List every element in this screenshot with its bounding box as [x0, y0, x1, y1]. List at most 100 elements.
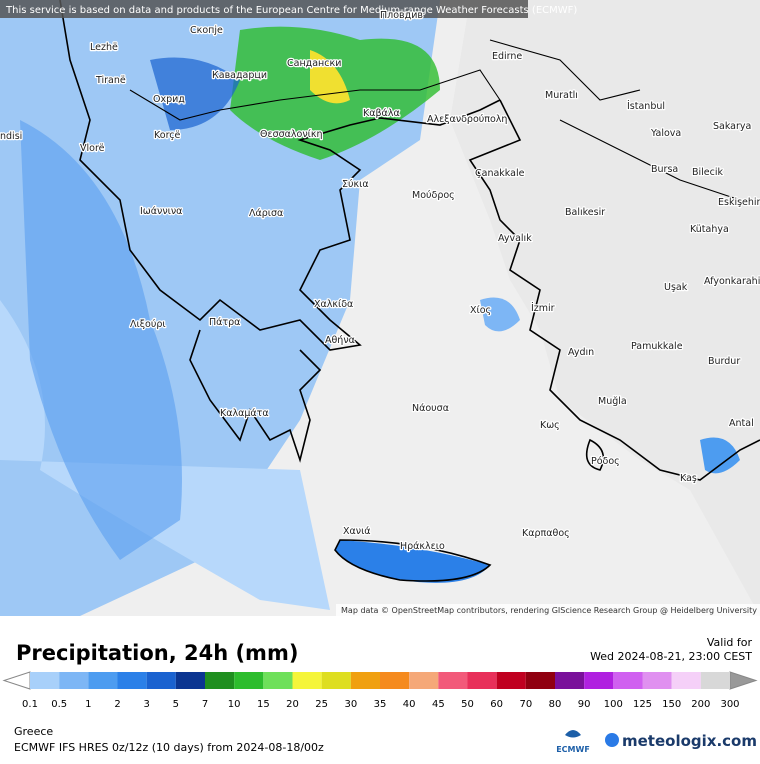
- city-label: Ιωάννινα: [140, 206, 182, 217]
- city-label: İzmir: [531, 303, 555, 314]
- colorbar-segment: [671, 672, 701, 689]
- colorbar-tick-label: 2: [114, 699, 120, 710]
- map-attribution: Map data © OpenStreetMap contributors, r…: [341, 606, 757, 615]
- city-label: Καβάλα: [363, 108, 400, 119]
- ecmwf-logo: [565, 730, 581, 738]
- legend: Precipitation, 24h (mm) Valid for Wed 20…: [2, 636, 758, 710]
- colorbar-tick-label: 5: [173, 699, 179, 710]
- colorbar-tick-label: 70: [519, 699, 532, 710]
- city-label: Afyonkarahi: [704, 276, 760, 287]
- city-label: Χαλκίδα: [314, 299, 353, 310]
- city-label: Çanakkale: [475, 168, 525, 179]
- city-label: Μούδρος: [412, 190, 455, 201]
- city-label: Kütahya: [690, 224, 729, 235]
- colorbar-segment: [584, 672, 614, 689]
- colorbar-segment: [146, 672, 176, 689]
- colorbar-tick-label: 20: [286, 699, 299, 710]
- city-label: Burdur: [708, 356, 740, 367]
- city-label: Lezhë: [90, 42, 118, 53]
- city-label: Λάρισα: [249, 208, 283, 219]
- colorbar-tick-label: 40: [403, 699, 416, 710]
- city-label: Antal: [729, 418, 754, 429]
- city-label: Κως: [540, 420, 560, 431]
- colorbar-tick-label: 3: [143, 699, 149, 710]
- city-label: Vlorë: [80, 143, 105, 154]
- city-label: Λιξούρι: [130, 319, 166, 330]
- city-label: Aydın: [568, 347, 594, 358]
- colorbar-high-arrow: [729, 671, 758, 690]
- city-label: Νάουσα: [412, 403, 449, 414]
- city-label: Скопје: [190, 25, 223, 36]
- city-label: Eskişehir: [718, 197, 760, 208]
- colorbar-segment: [613, 672, 643, 689]
- colorbar-segment: [59, 672, 89, 689]
- city-label: Καρπαθος: [522, 528, 570, 539]
- colorbar-segment: [642, 672, 672, 689]
- colorbar-segment: [380, 672, 410, 689]
- valid-label: Valid for: [707, 636, 753, 649]
- city-label: ndisi: [0, 131, 22, 142]
- colorbar-tick-label: 300: [720, 699, 739, 710]
- colorbar-tick-label: 60: [490, 699, 503, 710]
- colorbar-segment: [292, 672, 322, 689]
- meteologix-logo: [605, 733, 619, 747]
- colorbar-tick-label: 200: [691, 699, 710, 710]
- city-label: Сандански: [287, 58, 341, 69]
- colorbar: 0.1 0.5 1 2 3 5 7 10 15 20 25 30 35 40 45 50 60 70 80 90 100…: [2, 671, 758, 710]
- legend-title: Precipitation, 24h (mm): [16, 641, 298, 665]
- city-label: Yalova: [650, 128, 681, 139]
- colorbar-tick-label: 150: [662, 699, 681, 710]
- colorbar-tick-label: 10: [228, 699, 241, 710]
- colorbar-segment: [438, 672, 468, 689]
- city-label: Кавадарци: [212, 70, 267, 81]
- colorbar-segment: [555, 672, 585, 689]
- city-label: Ayvalık: [498, 233, 532, 244]
- city-label: Kaş: [680, 473, 697, 484]
- model-info: ECMWF IFS HRES 0z/12z (10 days) from 202…: [14, 741, 324, 754]
- colorbar-tick-label: 100: [604, 699, 623, 710]
- city-label: Αλεξανδρούπολη: [427, 114, 507, 125]
- colorbar-tick-label: 7: [202, 699, 208, 710]
- colorbar-segment: [175, 672, 205, 689]
- city-label: Tiranë: [95, 75, 126, 86]
- colorbar-tick-label: 35: [374, 699, 387, 710]
- city-label: Пловдив: [380, 10, 423, 21]
- city-label: Edirne: [492, 51, 522, 62]
- colorbar-tick-label: 90: [578, 699, 591, 710]
- valid-time: Wed 2024-08-21, 23:00 CEST: [590, 650, 752, 663]
- region: Greece: [14, 725, 53, 738]
- colorbar-segment: [263, 672, 293, 689]
- city-label: İstanbul: [627, 101, 665, 112]
- colorbar-tick-label: 1: [85, 699, 91, 710]
- colorbar-tick-label: 50: [461, 699, 474, 710]
- city-label: Muratlı: [545, 90, 578, 101]
- city-label: Bilecik: [692, 167, 724, 178]
- brand[interactable]: meteologix.com: [622, 732, 757, 750]
- colorbar-tick-label: 125: [633, 699, 652, 710]
- city-label: Pamukkale: [631, 341, 683, 352]
- colorbar-segment: [496, 672, 526, 689]
- colorbar-tick-label: 0.1: [22, 699, 38, 710]
- colorbar-tick-label: 0.5: [51, 699, 67, 710]
- city-labels: Lezhë Скопје Пловдив Tiranë Кавадарци Са…: [0, 9, 760, 554]
- ecmwf-notice: This service is based on data and produc…: [5, 5, 577, 16]
- colorbar-segment: [117, 672, 147, 689]
- city-label: Bursa: [651, 164, 678, 175]
- colorbar-segment: [205, 672, 235, 689]
- colorbar-tick-label: 25: [315, 699, 328, 710]
- colorbar-segment: [321, 672, 351, 689]
- colorbar-segment: [409, 672, 439, 689]
- city-label: Balıkesir: [565, 207, 605, 218]
- city-label: Ηράκλειο: [400, 541, 445, 552]
- city-label: Χανιά: [343, 526, 371, 537]
- city-label: Αθήνα: [325, 335, 355, 346]
- ecmwf-label: ECMWF: [556, 745, 590, 754]
- city-label: Πάτρα: [209, 317, 240, 328]
- colorbar-low-arrow: [2, 671, 31, 690]
- city-label: Охрид: [153, 94, 185, 105]
- colorbar-segment: [88, 672, 118, 689]
- city-label: Korçë: [154, 130, 180, 141]
- colorbar-tick-label: 30: [344, 699, 357, 710]
- colorbar-segment: [234, 672, 264, 689]
- colorbar-tick-label: 80: [549, 699, 562, 710]
